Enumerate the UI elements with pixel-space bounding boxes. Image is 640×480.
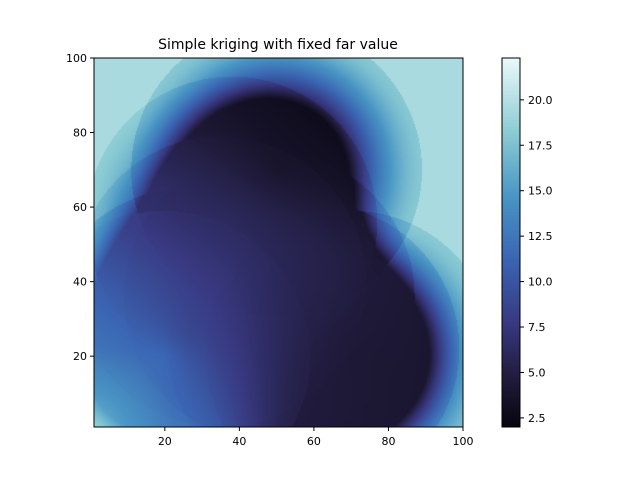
x-tick-label: 100	[453, 435, 474, 448]
plot-frame	[93, 57, 464, 428]
colorbar-tick-label: 5.0	[528, 366, 546, 379]
colorbar-tick-label: 17.5	[528, 139, 553, 152]
colorbar-ticks: 2.5 5.0 7.5 10.0 12.5 15.0 17.5 20.0	[520, 94, 553, 425]
colorbar-tick-label: 20.0	[528, 94, 553, 107]
colorbar-tick-label: 10.0	[528, 276, 553, 289]
y-tick-label: 80	[73, 127, 87, 140]
colorbar-tick-label: 2.5	[528, 412, 546, 425]
x-axis: 20 40 60 80 100	[158, 427, 474, 448]
colorbar-tick-label: 12.5	[528, 230, 553, 243]
x-tick-label: 20	[158, 435, 172, 448]
y-tick-label: 60	[73, 201, 87, 214]
colorbar-gradient	[502, 58, 520, 427]
chart-title: Simple kriging with fixed far value	[158, 37, 398, 53]
y-tick-label: 40	[73, 276, 87, 289]
colorbar: 2.5 5.0 7.5 10.0 12.5 15.0 17.5 20.0	[501, 57, 553, 428]
x-tick-label: 80	[381, 435, 395, 448]
y-tick-label: 20	[73, 350, 87, 363]
y-axis: 20 40 60 80 100	[66, 52, 94, 363]
colorbar-tick-label: 15.0	[528, 185, 553, 198]
y-tick-label: 100	[66, 52, 87, 65]
x-tick-label: 40	[232, 435, 246, 448]
colorbar-tick-label: 7.5	[528, 321, 546, 334]
x-tick-label: 60	[307, 435, 321, 448]
heatmap-area	[93, 57, 464, 428]
heatmap-image	[94, 58, 463, 427]
colorbar-frame	[501, 57, 521, 428]
